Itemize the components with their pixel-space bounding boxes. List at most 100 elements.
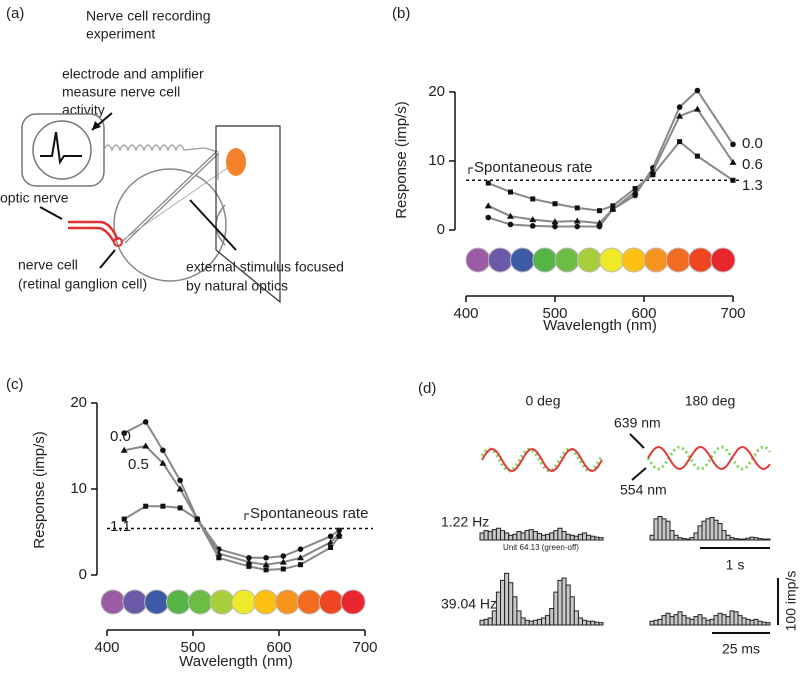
histogram-bin [689, 618, 695, 626]
histogram-bin [669, 530, 675, 541]
histogram-bin [508, 534, 514, 541]
marker [297, 546, 304, 552]
histogram-bin [657, 516, 663, 541]
series-label: 1.3 [742, 177, 763, 194]
histogram-bin [721, 530, 727, 541]
marker [610, 203, 616, 209]
stimulus-wave-red [481, 447, 603, 473]
histogram-bin [573, 610, 579, 626]
eye [113, 168, 227, 282]
marker [263, 555, 269, 561]
label: (retinal ganglion cell) [18, 276, 147, 292]
marker [632, 186, 638, 192]
marker [597, 208, 602, 214]
histogram-bin [757, 538, 763, 541]
histogram-bin [586, 534, 592, 541]
stimulus-color [231, 589, 257, 615]
marker [298, 562, 303, 568]
histogram-bin [677, 537, 683, 541]
stimulus-wave-red [647, 445, 771, 471]
histogram-bin [524, 619, 530, 626]
histogram-bin [729, 537, 735, 541]
histogram-bin [701, 617, 707, 626]
histogram-bin [598, 537, 604, 541]
histogram-bin [737, 615, 743, 626]
marker [177, 477, 183, 484]
label: external stimulus focused [186, 259, 344, 275]
series-label: 0.0 [110, 428, 131, 445]
panel-label: (a) [6, 5, 24, 22]
histogram-bin [598, 622, 604, 626]
marker [529, 223, 536, 229]
histogram-bin [553, 591, 559, 626]
histogram-bin [661, 518, 667, 541]
scale-label: 1 s [726, 557, 745, 573]
histogram-bin [657, 618, 663, 626]
histogram-bin [745, 537, 751, 541]
histogram-bin [504, 532, 510, 541]
marker [246, 563, 252, 569]
histogram-bin [577, 617, 584, 626]
x-axis-label: Wavelength (nm) [179, 653, 293, 670]
marker [552, 201, 558, 207]
panel-label: (b) [392, 5, 410, 22]
label: activity [62, 102, 105, 118]
marker [160, 447, 166, 454]
histogram-bin [693, 616, 699, 626]
histogram-bin [586, 620, 592, 626]
line-chart: (c) 0 10 20 Response (imp/s) 400 500 600 700 Wave… [6, 376, 378, 670]
label: electrode and amplifier [62, 66, 204, 82]
marker [485, 214, 492, 221]
marker [676, 104, 683, 110]
marker [328, 544, 334, 550]
histogram-bin [685, 538, 691, 541]
y-tick-label: 0 [437, 221, 445, 238]
stimulus-wave-green [646, 445, 772, 471]
histogram-bin [577, 533, 584, 541]
series-line [487, 89, 734, 228]
histogram-bin [681, 538, 687, 541]
histogram-bin [487, 617, 493, 626]
marker [262, 561, 270, 568]
histogram-bin [536, 532, 543, 541]
histogram-bin [697, 525, 703, 541]
marker [280, 553, 287, 559]
histogram-bin [483, 530, 489, 541]
marker [484, 202, 492, 209]
arrow [631, 467, 647, 481]
arrow [99, 249, 116, 269]
panel-d: (d) 0 deg 180 deg 639 nm 554 nm 1.22 Hz … [418, 380, 799, 657]
histogram-bin [681, 615, 687, 626]
histogram-bin [528, 529, 534, 541]
histogram-bin [573, 535, 579, 541]
stimulus-color [465, 247, 491, 273]
histogram-bin [705, 518, 711, 541]
histogram-bin [541, 617, 547, 626]
stimulus-color [209, 589, 235, 615]
marker [631, 188, 639, 195]
histogram-bin [673, 534, 679, 541]
histogram-bin [528, 620, 534, 626]
marker [573, 217, 581, 224]
histogram-bin [765, 538, 771, 541]
histogram-bin [565, 533, 571, 541]
stimulus-color [510, 247, 536, 273]
marker [336, 533, 342, 539]
histogram-bin [495, 591, 501, 626]
x-tick-label: 400 [94, 639, 119, 656]
stimulus-color [275, 589, 301, 615]
marker [142, 419, 149, 425]
stimulus-color [318, 589, 344, 615]
marker [297, 554, 304, 561]
marker [676, 112, 684, 119]
reference-bracket [244, 513, 249, 520]
marker [176, 485, 184, 492]
histogram-bin [491, 610, 497, 626]
series-line [123, 505, 340, 571]
marker [121, 516, 127, 522]
electrode-core [123, 151, 219, 243]
stimulus-color [576, 247, 602, 273]
reference-label: Spontaneous rate [250, 505, 368, 522]
stimulus-color [710, 247, 736, 273]
histogram-bin [541, 534, 547, 541]
